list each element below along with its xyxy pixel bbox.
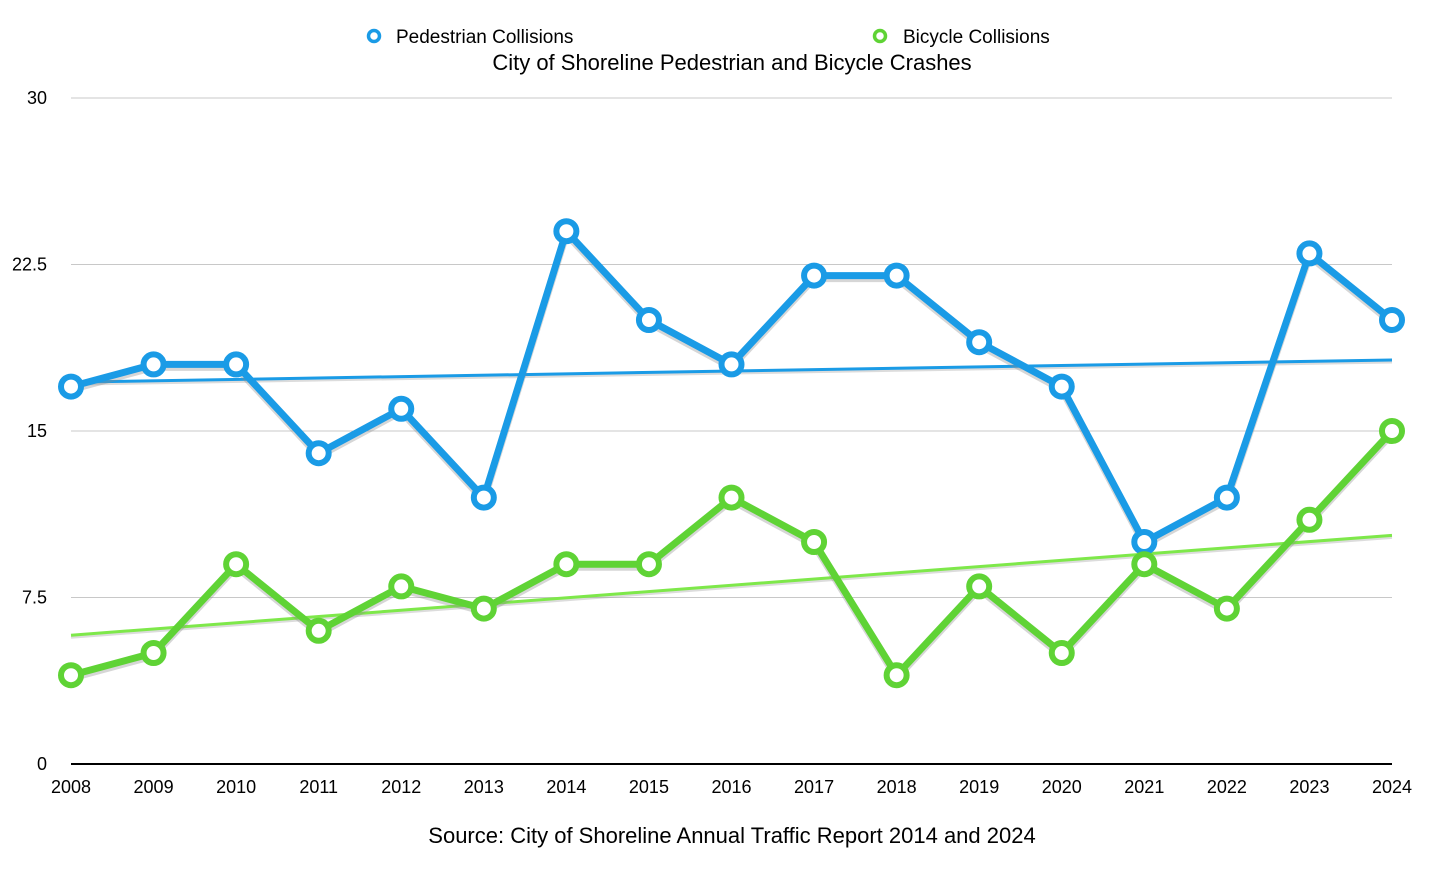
legend-marker-pedestrian [366,28,382,44]
x-tick-label: 2010 [216,777,256,797]
x-tick-label: 2015 [629,777,669,797]
data-point-bicycle [470,595,497,622]
data-point-bicycle [1131,551,1158,578]
y-tick-label: 30 [27,88,47,108]
data-point-pedestrian [1379,307,1405,333]
series-lines [58,218,1405,689]
y-tick-label: 22.5 [12,255,47,275]
x-tick-label: 2020 [1042,777,1082,797]
legend-label-pedestrian: Pedestrian Collisions [396,27,573,48]
data-point-pedestrian [553,218,580,245]
source-note: Source: City of Shoreline Annual Traffic… [428,823,1035,848]
data-point-pedestrian [718,351,745,378]
legend-label-bicycle: Bicycle Collisions [903,27,1050,48]
x-tick-label: 2018 [877,777,917,797]
x-tick-label: 2022 [1207,777,1247,797]
x-tick-label: 2019 [959,777,999,797]
data-point-pedestrian [58,373,84,400]
data-point-pedestrian [470,484,497,511]
x-axis-ticks: 2008 2009 2010 2011 2012 2013 2014 2015 2016 2017… [51,777,1412,797]
y-tick-label: 15 [27,421,47,441]
data-point-pedestrian [883,262,910,289]
x-tick-label: 2021 [1124,777,1164,797]
data-point-bicycle [223,551,250,578]
data-point-pedestrian [1296,240,1323,267]
data-point-bicycle [718,484,745,511]
data-point-pedestrian [140,351,167,378]
data-point-bicycle [140,640,167,666]
data-point-bicycle [883,662,910,689]
x-tick-label: 2023 [1289,777,1329,797]
chart-title: City of Shoreline Pedestrian and Bicycle… [492,50,971,75]
data-point-bicycle [553,551,580,578]
x-tick-label: 2012 [381,777,421,797]
x-tick-label: 2009 [134,777,174,797]
legend: Pedestrian Collisions Bicycle Collisions [366,27,1050,48]
gridlines [71,97,1392,765]
y-tick-label: 0 [37,754,47,774]
series-shadow [70,431,1395,682]
data-point-bicycle [1379,418,1405,444]
data-point-pedestrian [305,440,332,467]
y-tick-label: 7.5 [22,588,47,608]
data-point-bicycle [58,662,84,689]
x-tick-label: 2011 [299,777,338,797]
trendline-bicycle [70,533,1393,637]
data-point-pedestrian [635,307,662,333]
x-tick-label: 2014 [546,777,586,797]
data-point-pedestrian [1213,484,1240,511]
x-tick-label: 2008 [51,777,91,797]
x-tick-label: 2017 [794,777,834,797]
data-point-pedestrian [966,329,993,356]
data-point-bicycle [1048,640,1075,666]
y-axis-ticks: 0 7.5 15 22.5 30 [12,88,47,774]
x-tick-label: 2016 [711,777,751,797]
data-point-bicycle [388,573,415,600]
data-point-pedestrian [388,395,415,422]
data-point-pedestrian [1131,529,1158,555]
trendline-shadow [70,535,1393,639]
data-point-bicycle [1296,506,1323,533]
data-point-bicycle [801,529,828,555]
data-point-bicycle [305,617,332,644]
x-tick-label: 2013 [464,777,504,797]
data-point-pedestrian [223,351,250,378]
data-point-bicycle [966,573,993,600]
data-point-pedestrian [801,262,828,289]
data-point-bicycle [1213,595,1240,622]
data-point-bicycle [635,551,662,578]
data-point-pedestrian [1048,373,1075,400]
legend-marker-bicycle [872,28,888,44]
x-tick-label: 2024 [1372,777,1412,797]
